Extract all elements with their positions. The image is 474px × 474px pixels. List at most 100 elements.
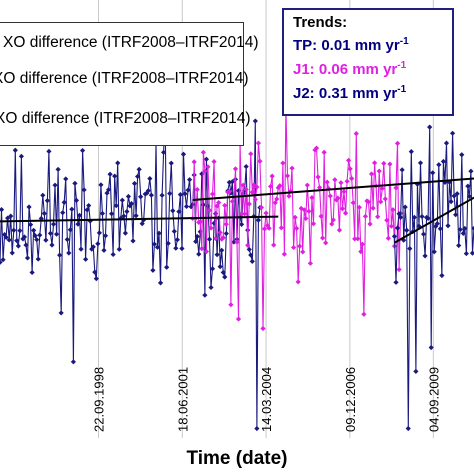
series-2-point [271, 242, 277, 248]
series-1-point [18, 153, 25, 159]
series-3-point [414, 181, 421, 187]
series-2-point [306, 208, 312, 214]
series-1-point [130, 238, 136, 244]
series-2-point [330, 217, 336, 223]
series-2-point [200, 149, 206, 155]
series-1-point [176, 209, 182, 215]
series-2-point [281, 251, 287, 257]
series-1-point [136, 166, 142, 172]
series-3-point [422, 253, 428, 259]
series-2-point [349, 175, 355, 182]
series-2-point [318, 213, 324, 219]
series-1-point [55, 166, 61, 173]
series-3-point [451, 193, 457, 199]
x-tick-label: 22.09.1998 [91, 367, 106, 432]
series-1-point [206, 236, 213, 242]
series-2-point [368, 171, 375, 177]
series-1-point [44, 198, 50, 204]
series-2-point [355, 236, 361, 242]
series-2-point [251, 182, 257, 188]
series-1-point [150, 267, 156, 273]
series-3-point [468, 168, 474, 174]
series-1-point [76, 212, 83, 218]
series-2-point [246, 201, 252, 207]
series-1-point [41, 210, 47, 217]
series-1-point [92, 269, 98, 275]
series-1-point [133, 213, 139, 219]
series-1-point [61, 199, 67, 205]
series-3-point [417, 160, 424, 166]
series-2-point [222, 202, 228, 209]
series-1-point [255, 217, 262, 223]
series-1-point [81, 187, 87, 193]
series-2-point [394, 140, 401, 146]
series-2-point [292, 214, 298, 220]
series-1-point [102, 233, 109, 239]
series-2-point [249, 189, 255, 195]
series-3-point [453, 212, 459, 218]
series-1-point [182, 191, 188, 197]
series-1-point [156, 230, 162, 236]
series-1-point [194, 233, 200, 240]
series-2-point [272, 200, 278, 206]
series-1-point [171, 228, 177, 234]
series-2-point [290, 244, 297, 251]
series-1-point [231, 239, 237, 245]
series-1-point [170, 208, 176, 214]
series-2-point [220, 235, 226, 241]
series-2-point [274, 196, 280, 202]
series-1-point [174, 237, 180, 243]
series-1-point [52, 182, 58, 188]
series-2-point [206, 207, 213, 213]
series-3-point [436, 162, 442, 168]
series-1-point [35, 256, 41, 262]
series-3-point [408, 149, 414, 155]
series-2-point [197, 219, 203, 225]
series-1-point [105, 187, 112, 193]
x-axis-label: Time (date) [186, 448, 288, 469]
series-1-point [63, 176, 69, 182]
series-3-point [446, 179, 453, 185]
series-2-point [372, 160, 378, 166]
series-3-point [433, 223, 439, 229]
legend-entry-2: XO difference (ITRF2008–ITRF2014) [0, 70, 249, 87]
series-1-point [26, 204, 32, 210]
series-1-point [196, 251, 202, 257]
series-2-point [356, 204, 362, 210]
series-3-point [431, 249, 437, 255]
trend-row-j1: J1: 0.06 mm yr-1 [293, 60, 406, 78]
series-2-point [278, 225, 284, 231]
series-1-point [223, 230, 229, 237]
series-1-point [66, 250, 72, 256]
series-line-1 [0, 109, 261, 429]
series-2-point [226, 189, 232, 195]
series-1-point [73, 197, 80, 203]
series-3-point [454, 191, 460, 197]
series-2-point [379, 185, 385, 192]
series-2-point [257, 158, 263, 164]
series-1-point [243, 163, 249, 170]
series-1-point [29, 269, 35, 276]
series-3-point [466, 193, 473, 200]
series-3-point [460, 230, 466, 236]
series-1-point [11, 227, 17, 233]
series-1-point [208, 284, 214, 291]
series-1-point [90, 244, 96, 250]
series-2-point [321, 149, 327, 155]
series-1-point [110, 251, 116, 258]
series-2-point [304, 182, 310, 188]
series-2-point [277, 183, 283, 189]
series-1-point [164, 264, 170, 270]
series-2-point [303, 215, 309, 222]
series-1-point [50, 221, 57, 227]
x-tick-label: 18.06.2001 [175, 367, 190, 432]
series-1-point [58, 310, 64, 316]
series-3-point [445, 223, 451, 229]
series-1-point [125, 193, 132, 200]
series-1-point [159, 192, 165, 198]
series-2-point [238, 211, 245, 217]
series-1-point [217, 264, 223, 270]
trend-line-1 [0, 215, 279, 223]
series-2-point [269, 173, 275, 179]
